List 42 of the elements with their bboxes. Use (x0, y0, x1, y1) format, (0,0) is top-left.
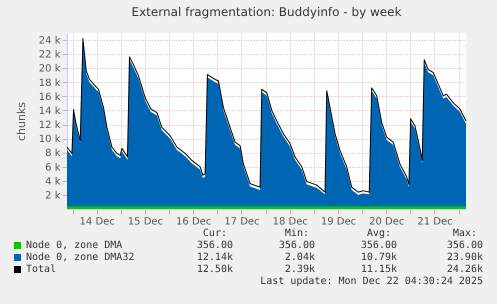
x-tick-label: 15 Dec (128, 216, 164, 228)
x-tick-label: 17 Dec (224, 216, 260, 228)
text: Max: (452, 228, 477, 240)
text: Cur: (202, 228, 227, 240)
x-tick-label: 14 Dec (80, 216, 115, 228)
x-tick-label: 20 Dec (369, 216, 404, 228)
text: 356.00 (196, 240, 233, 252)
text: 10.79k (360, 252, 397, 264)
text: 2.39k (284, 264, 315, 276)
legend-label: Node 0, zone DMA32 (26, 252, 134, 264)
y-tick-label: 12 k (38, 120, 61, 132)
text: 24.26k (446, 264, 483, 276)
text: Min: (284, 228, 309, 240)
text: 23.90k (446, 252, 483, 264)
legend-label: Total (26, 264, 56, 276)
y-tick-label: 16 k (38, 92, 61, 103)
x-tick-label: 19 Dec (320, 216, 356, 228)
legend-label: Node 0, zone DMA (26, 240, 122, 252)
y-tick-label: 10 k (38, 134, 61, 146)
text: 12.50k (196, 264, 233, 276)
y-tick-label: 14 k (38, 106, 61, 117)
y-tick-label: 20 k (38, 64, 61, 75)
text: 356.00 (360, 240, 397, 252)
text: 2.04k (284, 252, 315, 264)
y-tick-label: 4 k (45, 176, 61, 188)
y-tick-label: 6 k (45, 162, 61, 174)
x-tick-label: 18 Dec (272, 216, 308, 228)
y-tick-label: 8 k (45, 148, 61, 160)
text: 356.00 (278, 240, 315, 252)
text: 12.14k (196, 252, 233, 264)
y-tick-label: 18 k (38, 78, 61, 89)
text: 356.00 (446, 240, 483, 252)
y-axis-title: chunks (14, 102, 28, 142)
chart-title: External fragmentation: Buddyinfo - by week (131, 5, 402, 19)
y-tick-label: 2 k (45, 190, 61, 202)
text: Avg: (366, 228, 391, 240)
text: Last update: Mon Dec 22 04:30:24 2025 (260, 276, 483, 288)
x-tick-label: 16 Dec (176, 216, 212, 228)
y-tick-label: 22 k (38, 50, 61, 61)
y-tick-label: 24 k (38, 36, 61, 47)
text: 11.15k (360, 264, 397, 276)
x-tick-label: 21 Dec (417, 216, 453, 228)
